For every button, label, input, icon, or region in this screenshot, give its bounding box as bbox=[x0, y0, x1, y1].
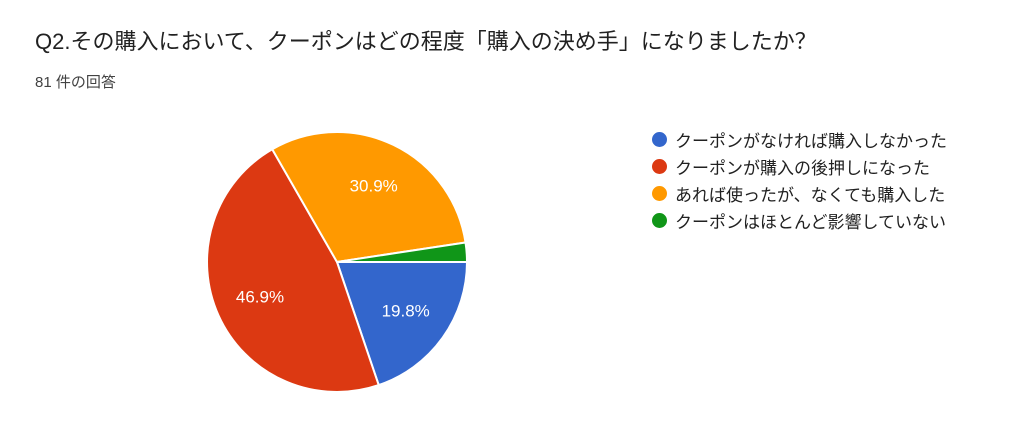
legend-dot-icon bbox=[652, 132, 667, 147]
pie-slice-label: 19.8% bbox=[382, 302, 430, 321]
legend-item-3: あれば使ったが、なくても購入した bbox=[652, 180, 947, 207]
legend-dot-icon bbox=[652, 186, 667, 201]
legend-item-label: あれば使ったが、なくても購入した bbox=[675, 186, 946, 205]
legend-item-label: クーポンが購入の後押しになった bbox=[675, 159, 930, 178]
legend-item-4: クーポンはほとんど影響していない bbox=[652, 207, 947, 234]
pie-slice-1 bbox=[336, 261, 468, 387]
legend-item-1: クーポンがなければ購入しなかった bbox=[652, 126, 947, 153]
legend-item-2: クーポンが購入の後押しになった bbox=[652, 153, 947, 180]
legend-item-label: クーポンがなければ購入しなかった bbox=[675, 132, 947, 151]
pie-chart: 19.8% 46.9% 30.9% bbox=[206, 131, 468, 393]
pie-slice-label: 46.9% bbox=[236, 287, 284, 306]
pie-slice-2 bbox=[206, 148, 380, 393]
pie-slice-3 bbox=[271, 131, 467, 263]
pie-slice-label: 30.9% bbox=[350, 176, 398, 195]
pie-slice-4 bbox=[336, 241, 468, 263]
response-count: 81 件の回答 bbox=[35, 74, 116, 91]
legend-dot-icon bbox=[652, 159, 667, 174]
question-title: Q2.その購入において、クーポンはどの程度「購入の決め手」になりましたか？ bbox=[35, 29, 817, 54]
legend-item-label: クーポンはほとんど影響していない bbox=[675, 213, 946, 232]
legend-dot-icon bbox=[652, 213, 667, 228]
legend: クーポンがなければ購入しなかった クーポンが購入の後押しになった あれば使ったが、な… bbox=[652, 126, 947, 234]
